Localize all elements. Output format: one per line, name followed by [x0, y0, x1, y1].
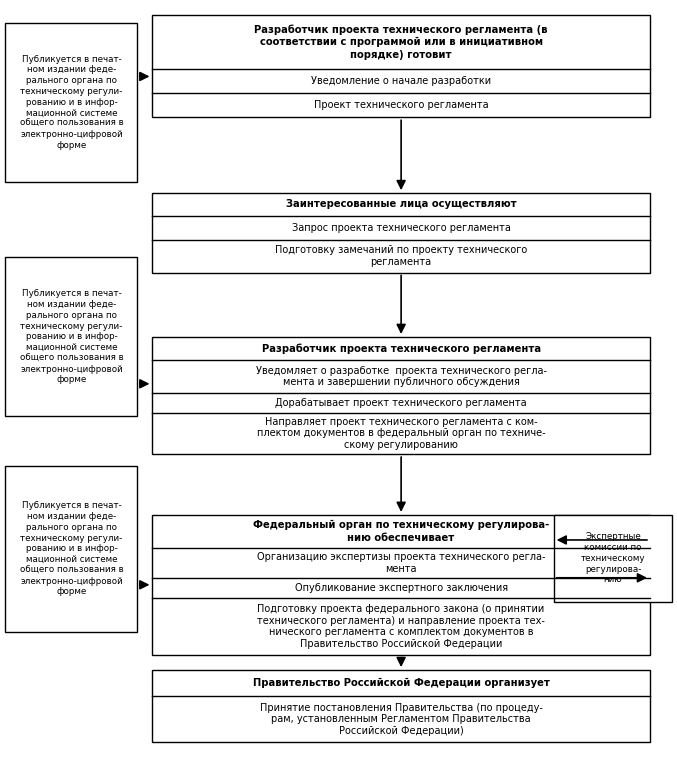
Text: Опубликование экспертного заключения: Опубликование экспертного заключения [294, 583, 508, 593]
Bar [554, 515, 672, 602]
Text: Уведомление о начале разработки: Уведомление о начале разработки [311, 76, 492, 86]
Text: Публикуется в печат-
ном издании феде-
рального органа по
техническому регули-
р: Публикуется в печат- ном издании феде- р… [20, 289, 123, 385]
Text: Разработчик проекта технического регламента (в
соответствии с программой или в и: Разработчик проекта технического регламе… [255, 24, 548, 60]
Text: Направляет проект технического регламента с ком-
плектом документов в федеральны: Направляет проект технического регламент… [257, 417, 546, 450]
Text: Подготовку проекта федерального закона (о принятии
технического регламента) и на: Подготовку проекта федерального закона (… [257, 604, 545, 649]
Bar [5, 466, 137, 632]
Bar [152, 193, 650, 273]
Text: Федеральный орган по техническому регулирова-
нию обеспечивает: Федеральный орган по техническому регули… [253, 520, 549, 543]
Bar [5, 257, 137, 416]
Text: Правительство Российской Федерации организует: Правительство Российской Федерации орган… [253, 678, 550, 688]
Bar [152, 670, 650, 742]
Bar [152, 15, 650, 117]
Text: Принятие постановления Правительства (по процеду-
рам, установленным Регламентом: Принятие постановления Правительства (по… [260, 702, 542, 736]
Text: Экспертные
комиссии по
техническому
регулирова-
нию: Экспертные комиссии по техническому регу… [581, 532, 645, 584]
Bar [152, 515, 650, 655]
Text: Публикуется в печат-
ном издании феде-
рального органа по
техническому регули-
р: Публикуется в печат- ном издании феде- р… [20, 55, 123, 150]
Text: Запрос проекта технического регламента: Запрос проекта технического регламента [292, 223, 510, 233]
Text: Дорабатывает проект технического регламента: Дорабатывает проект технического регламе… [276, 397, 527, 408]
Text: Заинтересованные лица осуществляют: Заинтересованные лица осуществляют [286, 199, 517, 210]
Bar [152, 337, 650, 454]
Text: Разработчик проекта технического регламента: Разработчик проекта технического регламе… [261, 344, 541, 354]
Text: Подготовку замечаний по проекту технического
регламента: Подготовку замечаний по проекту техничес… [275, 245, 527, 267]
Text: Организацию экспертизы проекта технического регла-
мента: Организацию экспертизы проекта техническ… [257, 553, 546, 574]
Bar [5, 23, 137, 182]
Text: Проект технического регламента: Проект технического регламента [314, 100, 488, 111]
Text: Публикуется в печат-
ном издании феде-
рального органа по
техническому регули-
р: Публикуется в печат- ном издании феде- р… [20, 501, 123, 597]
Text: Уведомляет о разработке  проекта технического регла-
мента и завершении публично: Уведомляет о разработке проекта техничес… [256, 366, 546, 388]
